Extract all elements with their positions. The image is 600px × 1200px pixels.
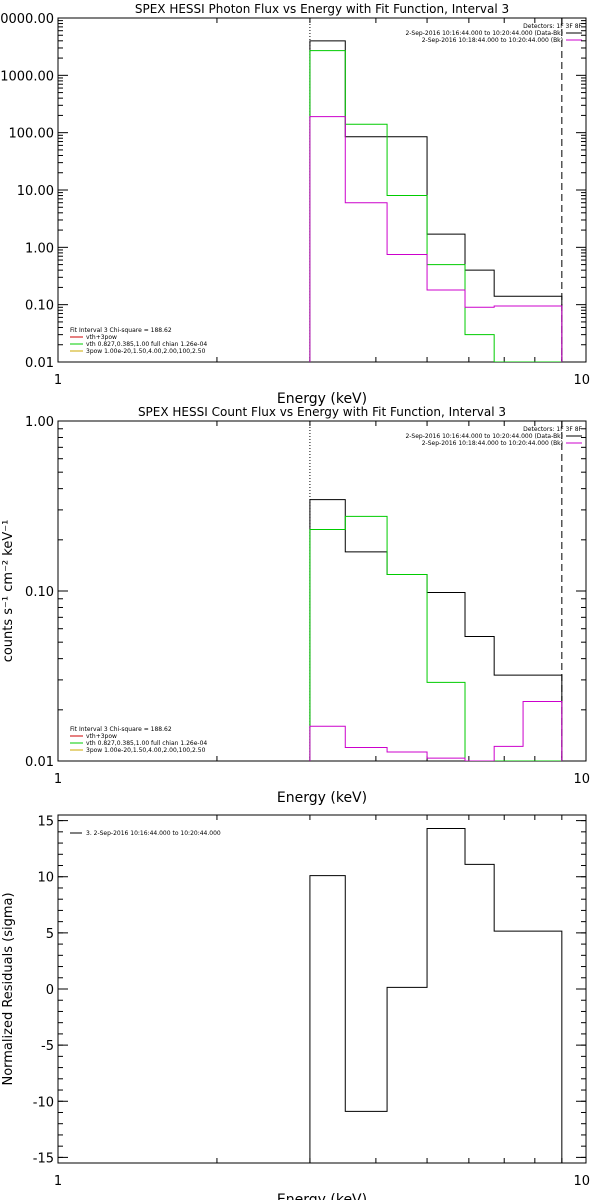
- legend-header: Fit Interval 3 Chi-square = 188.62: [70, 327, 172, 334]
- y-tick-label: 15: [37, 815, 54, 830]
- series-3-histogram: [309, 116, 563, 362]
- plot-data: [309, 421, 563, 761]
- series-2-histogram: [309, 50, 562, 362]
- y-tick-label: -10: [33, 1095, 54, 1110]
- y-tick-label: 0.10: [25, 299, 54, 314]
- plot-frame: [57, 17, 587, 363]
- legend-entry: 3pow 1.00e-20,1.50,4.00,2.00,100,2.50: [86, 348, 206, 355]
- y-tick-label: 10.00: [17, 184, 54, 199]
- chart-panel-1: SPEX HESSI Photon Flux vs Energy with Fi…: [0, 2, 590, 407]
- legend-entry: 2-Sep-2016 10:16:44.000 to 10:20:44.000 …: [405, 30, 563, 37]
- x-tick-label: 1: [54, 1174, 62, 1189]
- y-tick-label: 1.00: [25, 415, 54, 430]
- x-tick-label: 10: [573, 1174, 590, 1189]
- y-tick-label: 0.01: [25, 356, 54, 371]
- legend-entry: vth 0.827,0.385,1.00 full chian 1.26e-04: [86, 740, 207, 747]
- y-axis-label: counts s⁻¹ cm⁻² keV⁻¹: [1, 520, 16, 663]
- chart-title: SPEX HESSI Photon Flux vs Energy with Fi…: [135, 2, 509, 16]
- y-tick-label: -15: [33, 1151, 54, 1166]
- y-tick-label: 10000.00: [0, 12, 54, 27]
- y-tick-label: 0.01: [25, 755, 54, 770]
- legend-entry: vth 0.827,0.385,1.00 full chian 1.26e-04: [86, 341, 207, 348]
- legend-entry: vth+3pow: [86, 733, 117, 740]
- y-tick-label: 5: [46, 927, 54, 942]
- legend-entry: 3pow 1.00e-20,1.50,4.00,2.00,100,2.50: [86, 747, 206, 754]
- y-axis-label: Normalized Residuals (sigma): [1, 892, 16, 1085]
- legend-header: Detectors: 1F 3F 8F: [523, 23, 582, 30]
- legend-header: Fit Interval 3 Chi-square = 188.62: [70, 726, 172, 733]
- x-tick-label: 10: [573, 373, 590, 388]
- plot-data: [309, 18, 563, 362]
- x-axis-label: Energy (keV): [277, 391, 367, 407]
- legend-entry: 2-Sep-2016 10:16:44.000 to 10:20:44.000 …: [405, 433, 563, 440]
- plot-frame: [57, 420, 587, 762]
- series-1-histogram: [309, 499, 563, 761]
- legend-entry: vth+3pow: [86, 334, 117, 341]
- y-tick-label: 1000.00: [0, 69, 54, 84]
- chart-panel-2: SPEX HESSI Count Flux vs Energy with Fit…: [1, 405, 590, 806]
- y-tick-label: 100.00: [9, 127, 55, 142]
- series-2-histogram: [309, 515, 562, 761]
- legend-entry: 2-Sep-2016 10:18:44.000 to 10:20:44.000 …: [422, 37, 563, 44]
- y-tick-label: 0: [46, 983, 54, 998]
- y-tick-label: -5: [41, 1039, 54, 1054]
- y-tick-label: 10: [37, 871, 54, 886]
- x-axis-label: Energy (keV): [277, 790, 367, 806]
- legend-entry: 3. 2-Sep-2016 10:16:44.000 to 10:20:44.0…: [86, 830, 221, 837]
- series-1-histogram: [309, 827, 563, 1163]
- y-tick-label: 1.00: [25, 241, 54, 256]
- x-axis-label: Energy (keV): [277, 1192, 367, 1200]
- chart-panel-3: 1 10 -15 -10 -5 0 5 10 15 Energy (keV) Normalized …: [1, 814, 590, 1200]
- x-tick-label: 1: [54, 373, 62, 388]
- x-tick-label: 1: [54, 772, 62, 787]
- chart-title: SPEX HESSI Count Flux vs Energy with Fit…: [138, 405, 506, 419]
- plot-frame: [57, 814, 587, 1164]
- x-tick-label: 10: [573, 772, 590, 787]
- series-3-histogram: [309, 700, 563, 761]
- plot-data: [309, 827, 563, 1163]
- legend-entry: 2-Sep-2016 10:18:44.000 to 10:20:44.000 …: [422, 440, 563, 447]
- series-1-histogram: [309, 40, 563, 362]
- legend-header: Detectors: 1F 3F 8F: [523, 426, 582, 433]
- y-tick-label: 0.10: [25, 585, 54, 600]
